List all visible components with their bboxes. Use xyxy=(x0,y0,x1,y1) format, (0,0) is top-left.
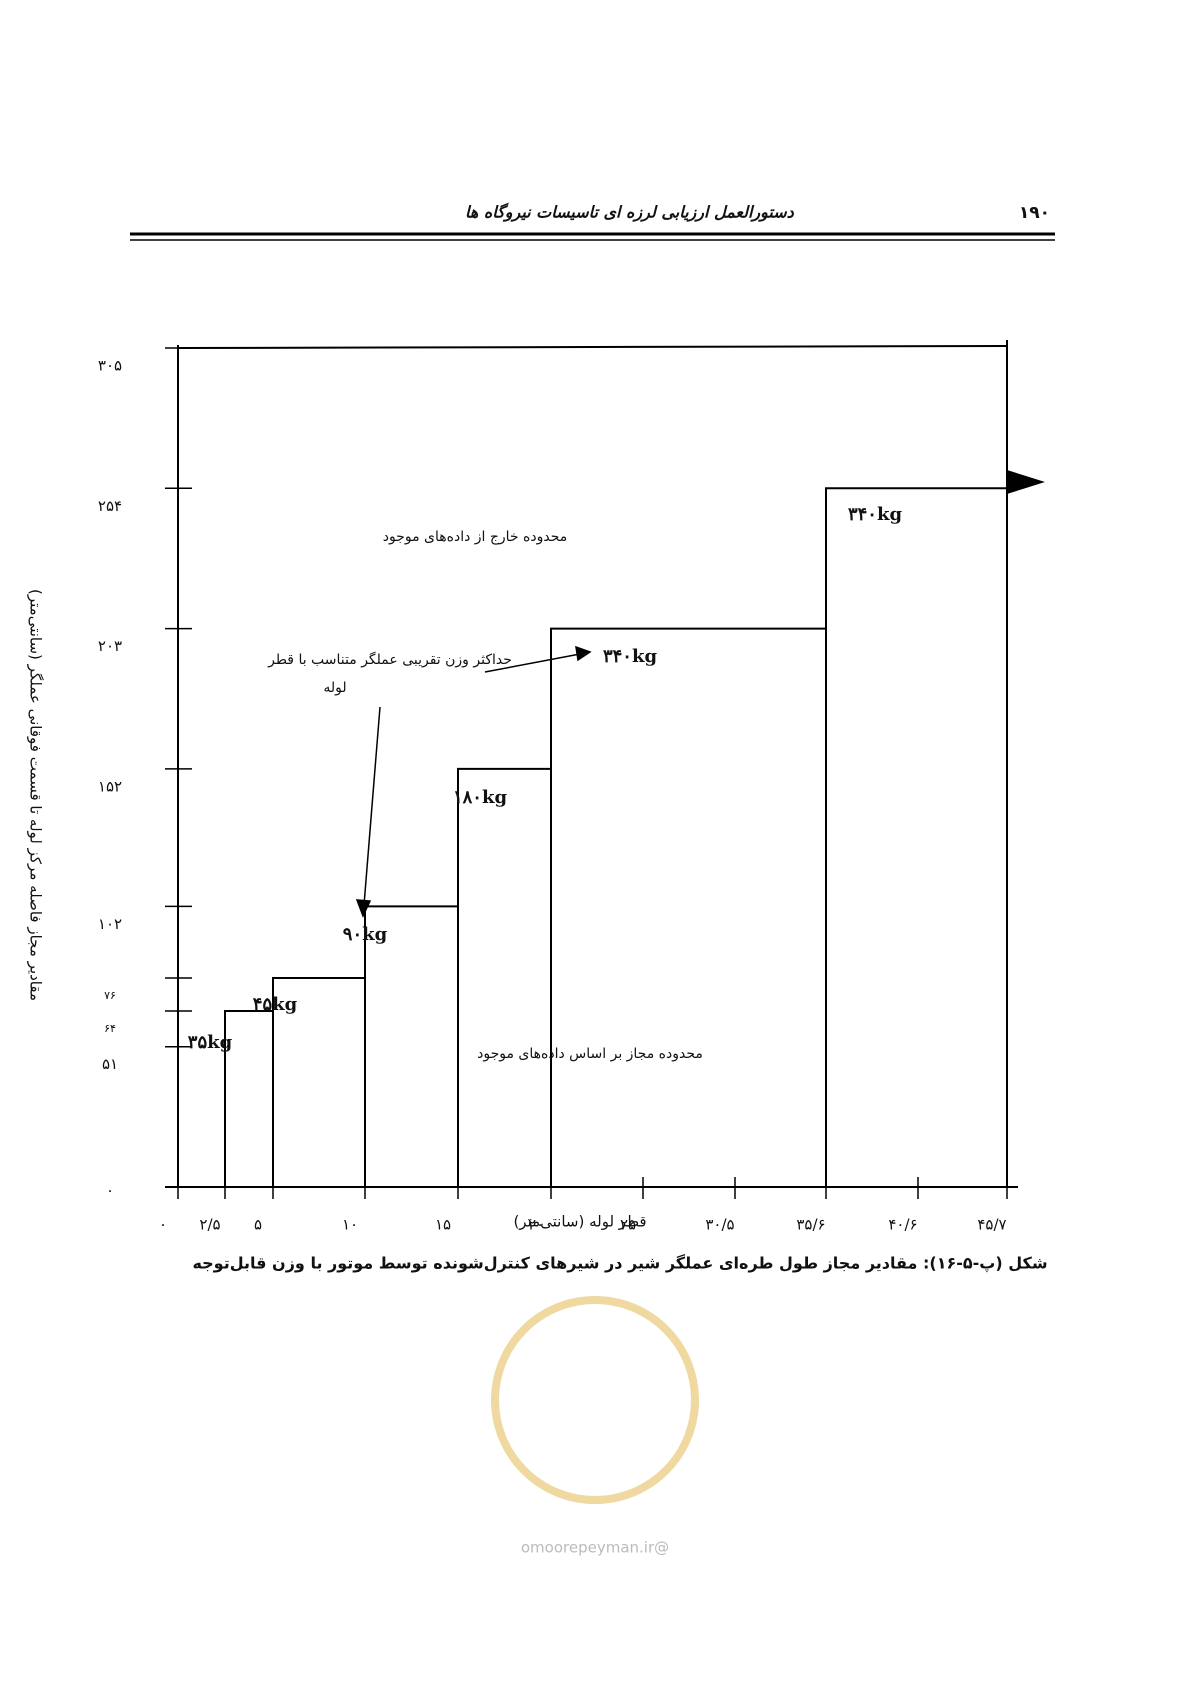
page-number: ۱۹۰ xyxy=(1019,203,1050,223)
y-tick-label: ۳۰۵ xyxy=(98,357,122,375)
annotation-arrows xyxy=(355,645,592,918)
watermark-logo xyxy=(491,1296,699,1504)
x-tick-label: ۱۰ xyxy=(342,1216,358,1234)
step-label: ۴۵kg xyxy=(253,994,298,1015)
y-tick-label: ۰ xyxy=(106,1182,114,1200)
step xyxy=(550,627,827,1187)
arrow-head xyxy=(1007,470,1045,494)
x-tick-label: ۴۰/۶ xyxy=(888,1216,917,1234)
y-tick-label: ۱۰۲ xyxy=(98,915,122,933)
figure-caption: شکل (پ-۵-۱۶): مقادیر مجاز طول طره‌ای عمل… xyxy=(192,1254,1047,1274)
y-tick-label: ۲۵۴ xyxy=(98,497,122,515)
step xyxy=(457,767,552,1187)
step-label: ۱۸۰kg xyxy=(453,787,507,808)
annotation: محدوده خارج از داده‌های موجود xyxy=(383,529,568,545)
step-label: ۳۴۰kg xyxy=(848,504,902,525)
y-tick-label: ۶۴ xyxy=(104,1022,116,1035)
y-axis-label: مقادیر مجاز فاصله مرکز لوله تا قسمت فوقا… xyxy=(27,589,45,1001)
step xyxy=(364,905,459,1187)
y-tick-label: ۲۰۳ xyxy=(98,637,122,655)
step-label: ۳۴۰kg xyxy=(603,646,657,667)
y-tick-label: ۱۵۲ xyxy=(98,777,122,795)
x-tick-label: ۰ xyxy=(159,1216,167,1234)
y-tick-label: ۷۶ xyxy=(104,989,116,1002)
x-tick-label: ۲/۵ xyxy=(199,1216,220,1234)
step-label: ۳۵kg xyxy=(188,1032,233,1053)
x-axis-label: قطر لوله (سانتی‌متر) xyxy=(513,1213,646,1231)
x-tick-label: ۲۰ xyxy=(528,1216,544,1234)
step xyxy=(825,487,1010,1187)
header-title: دستورالعمل ارزیابی لرزه ای تاسیسات نیروگ… xyxy=(465,203,795,223)
x-tick-label: ۲۵ xyxy=(620,1216,636,1234)
y-tick-label: ۵۱ xyxy=(102,1055,118,1073)
x-tick-label: ۱۵ xyxy=(435,1216,451,1234)
x-tick-label: ۳۵/۶ xyxy=(796,1216,825,1234)
annotation: محدوده مجاز بر اساس داده‌های موجود xyxy=(477,1046,703,1062)
x-tick-label: ۵ xyxy=(254,1216,262,1234)
x-tick-label: ۴۵/۷ xyxy=(977,1216,1006,1234)
step-label: ۹۰kg xyxy=(343,924,388,945)
x-tick-label: ۳۰/۵ xyxy=(705,1216,734,1234)
watermark: @omoorepeyman.ir xyxy=(521,1539,669,1557)
annotation: حداکثر وزن تقریبی عملگر متناسب با قطر xyxy=(267,651,512,668)
annotation: لوله xyxy=(323,680,346,696)
